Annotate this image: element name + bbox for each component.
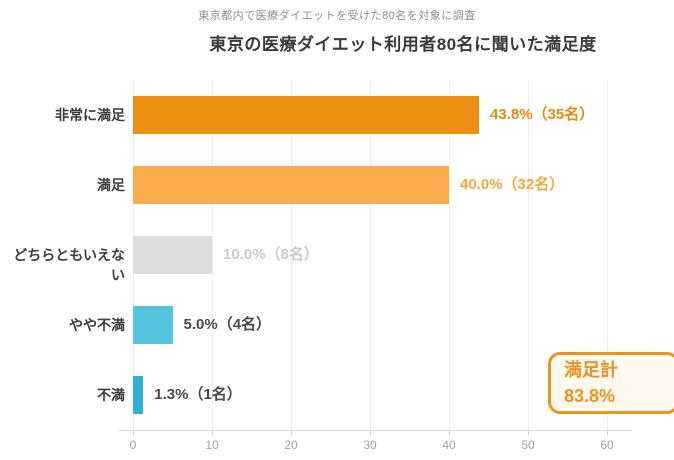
x-axis-tick — [212, 431, 213, 435]
chart-title: 東京の医療ダイエット利用者80名に聞いた満足度 — [209, 35, 597, 54]
x-axis-tick — [370, 431, 371, 435]
x-axis-tick-label: 60 — [600, 438, 614, 452]
category-label: 不満 — [97, 387, 125, 403]
gridline — [370, 80, 371, 430]
gridline — [528, 80, 529, 430]
x-axis-tick-label: 30 — [363, 438, 377, 452]
x-axis-tick-label: 50 — [521, 438, 535, 452]
category-label: どちらともいえない — [13, 247, 125, 283]
category-label: やや不満 — [69, 317, 125, 333]
value-label: 43.8%（35名） — [490, 106, 595, 123]
satisfaction-total-badge: 満足計 83.8% — [548, 352, 674, 414]
category-label: 満足 — [97, 177, 125, 193]
badge-label: 満足計 — [564, 360, 618, 380]
x-axis-tick-label: 10 — [205, 438, 219, 452]
x-axis-tick-label: 20 — [284, 438, 298, 452]
bar — [133, 166, 449, 204]
value-label: 1.3%（1名） — [154, 386, 242, 403]
x-axis-tick-label: 0 — [129, 438, 137, 452]
category-label: 非常に満足 — [55, 107, 125, 123]
gridline — [212, 80, 213, 430]
badge-value: 83.8% — [564, 386, 616, 406]
x-axis-tick — [607, 431, 608, 435]
gridline — [291, 80, 292, 430]
bar — [133, 376, 144, 414]
bar — [133, 96, 480, 134]
x-axis-tick — [291, 431, 292, 435]
value-label: 40.0%（32名） — [460, 176, 565, 193]
x-axis-tick — [133, 431, 134, 435]
x-axis-tick — [449, 431, 450, 435]
bar — [133, 236, 212, 274]
value-label: 5.0%（4名） — [183, 316, 272, 333]
value-label: 10.0%（8名） — [223, 246, 319, 263]
gridline — [607, 80, 608, 430]
gridline — [449, 80, 450, 430]
bar — [133, 306, 173, 344]
x-axis-tick — [528, 431, 529, 435]
x-axis-tick-label: 40 — [442, 438, 456, 452]
x-axis-line — [118, 430, 632, 431]
chart-subtitle: 東京都内で医療ダイエットを受けた80名を対象に調査 — [198, 10, 476, 22]
